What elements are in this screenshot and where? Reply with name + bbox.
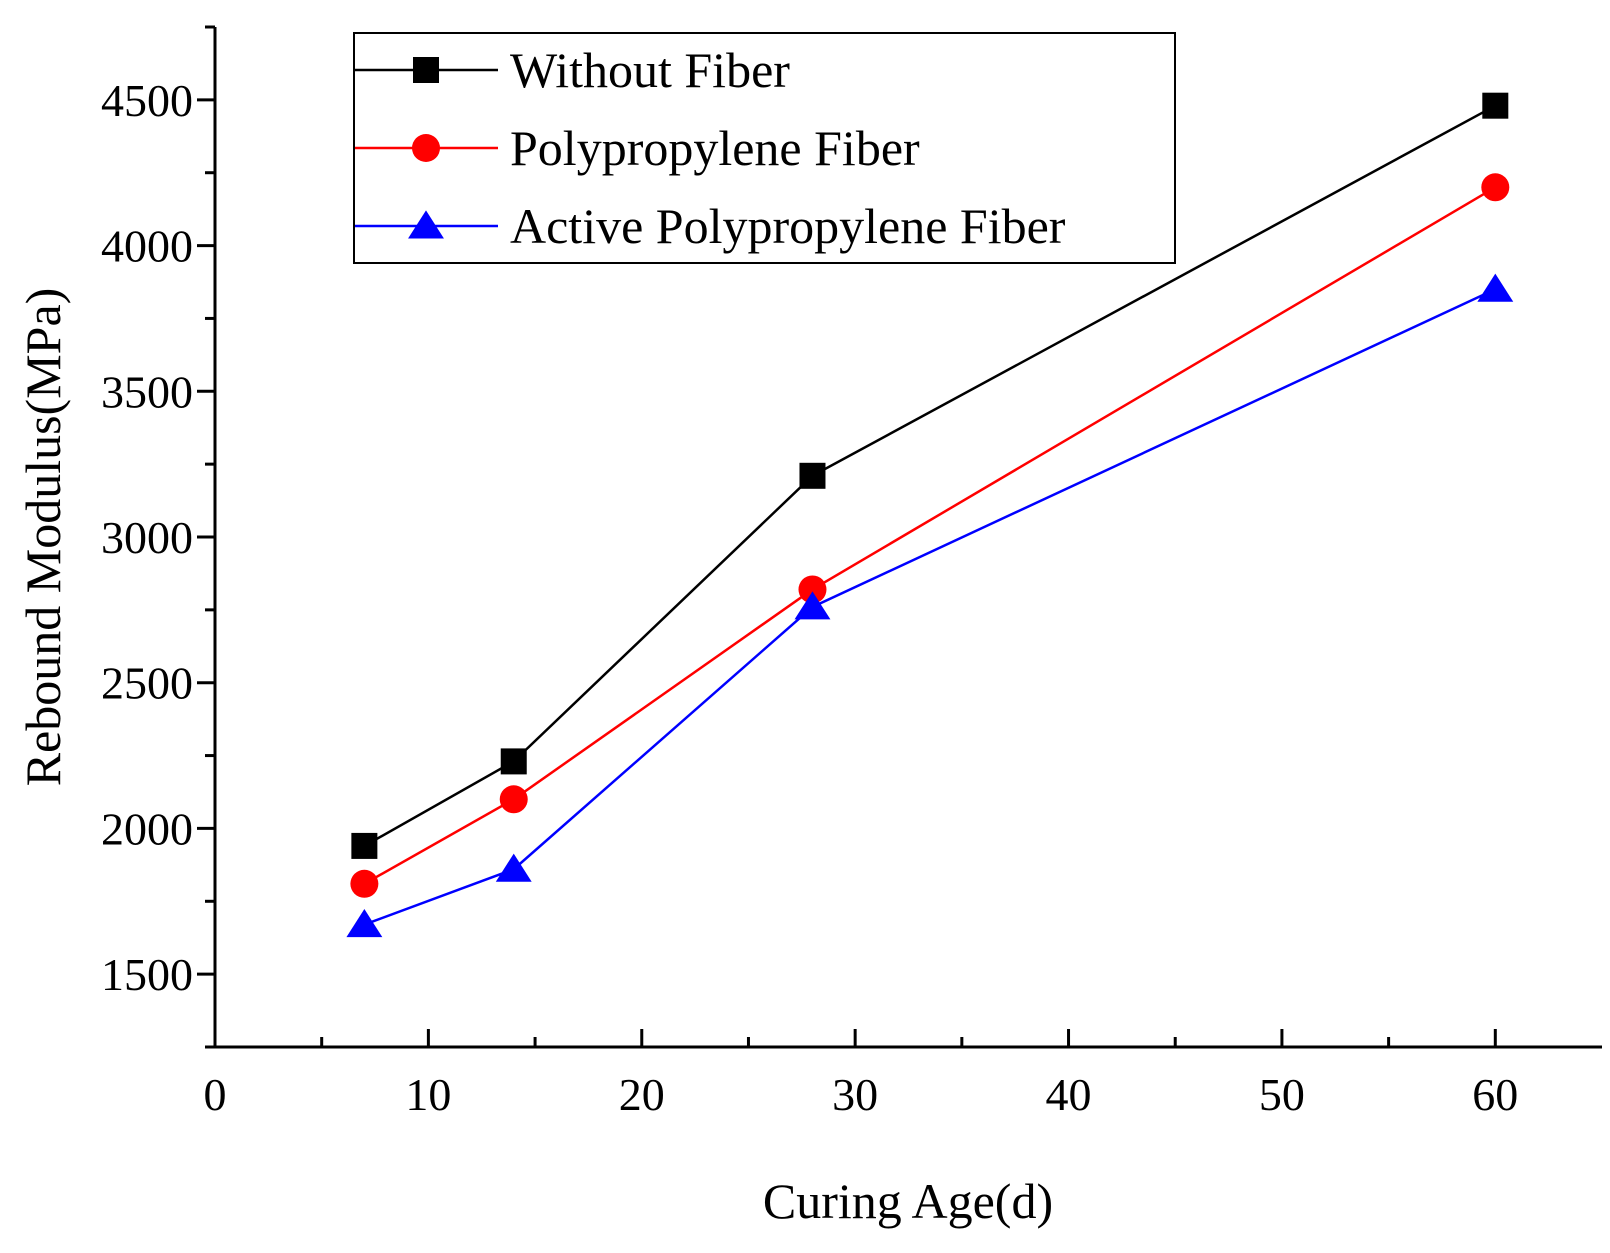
triangle-marker: [408, 210, 444, 239]
square-marker: [799, 462, 826, 489]
legend-label: Polypropylene Fiber: [510, 120, 920, 176]
square-marker: [413, 57, 439, 83]
x-tick-label: 20: [619, 1069, 665, 1120]
x-ticks: 0 10 20 30 40 50 60: [204, 1029, 1518, 1120]
circle-marker: [350, 869, 379, 898]
legend-entry-2: Polypropylene Fiber: [355, 120, 920, 176]
axes: 0 10 20 30 40 50 60 1500 2000 2500 3000 3500 4000 45…: [101, 25, 1602, 1120]
triangle-marker: [794, 591, 831, 620]
series-layer: [346, 92, 1514, 938]
y-tick-label: 2000: [101, 803, 193, 854]
legend-entry-3: Active Polypropylene Fiber: [355, 198, 1066, 254]
square-marker: [1482, 92, 1509, 119]
x-tick-label: 10: [405, 1069, 451, 1120]
series-line: [363, 186, 1496, 885]
circle-marker: [1481, 173, 1510, 202]
legend-label: Active Polypropylene Fiber: [510, 198, 1066, 254]
x-tick-label: 40: [1046, 1069, 1092, 1120]
series-line: [363, 288, 1496, 926]
series-2: [350, 173, 1510, 898]
x-tick-label: 0: [204, 1069, 227, 1120]
y-tick-label: 4500: [101, 75, 193, 126]
square-marker: [500, 748, 527, 775]
y-tick-label: 2500: [101, 658, 193, 709]
y-tick-label: 4000: [101, 221, 193, 272]
legend-label: Without Fiber: [510, 42, 790, 98]
circle-marker: [798, 575, 827, 604]
circle-marker: [412, 134, 440, 162]
y-tick-label: 1500: [101, 949, 193, 1000]
series-line: [363, 104, 1496, 848]
x-tick-label: 30: [832, 1069, 878, 1120]
triangle-marker: [495, 853, 532, 882]
triangle-marker: [346, 909, 383, 938]
legend-entry-1: Without Fiber: [355, 42, 790, 98]
series-3: [346, 273, 1514, 938]
x-tick-label: 50: [1259, 1069, 1305, 1120]
x-tick-label: 60: [1472, 1069, 1518, 1120]
y-tick-label: 3500: [101, 366, 193, 417]
triangle-marker: [1477, 273, 1514, 302]
x-axis-label: Curing Age(d): [763, 1173, 1053, 1229]
y-tick-label: 3000: [101, 512, 193, 563]
y-ticks: 1500 2000 2500 3000 3500 4000 4500: [101, 25, 215, 1049]
y-axis-label: Rebound Modulus(MPa): [15, 288, 71, 787]
series-1: [351, 92, 1509, 859]
circle-marker: [499, 785, 528, 814]
square-marker: [351, 832, 378, 859]
legend: Without Fiber Polypropylene Fiber Active P…: [353, 32, 1176, 264]
